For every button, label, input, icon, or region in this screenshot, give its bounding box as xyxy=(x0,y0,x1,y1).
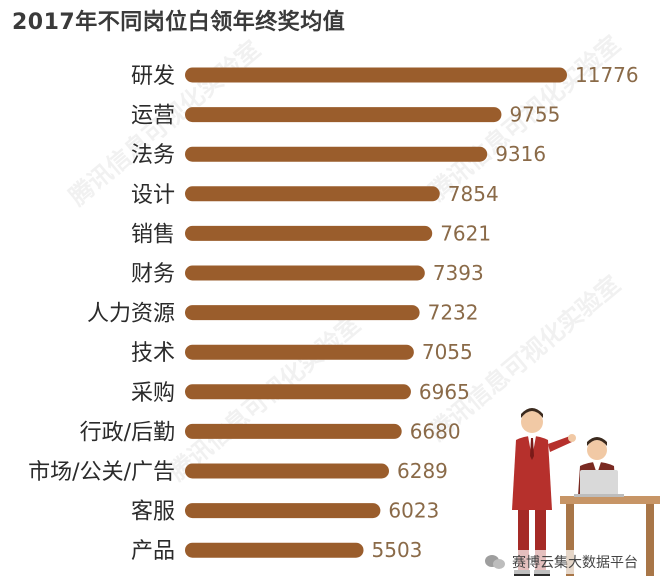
category-label: 产品 xyxy=(131,539,175,564)
footer-text: 赛博云集大数据平台 xyxy=(512,555,638,571)
category-label: 销售 xyxy=(131,222,175,247)
category-label: 技术 xyxy=(131,341,175,366)
value-label: 9755 xyxy=(509,103,560,127)
bar xyxy=(185,146,488,162)
value-label: 7232 xyxy=(428,301,479,325)
category-label: 设计 xyxy=(131,183,175,208)
category-label: 财务 xyxy=(131,262,175,287)
value-label: 9316 xyxy=(495,142,546,166)
category-label: 市场/公关/广告 xyxy=(28,460,175,485)
category-label: 采购 xyxy=(131,381,175,406)
bar xyxy=(185,542,364,558)
value-label: 11776 xyxy=(575,63,639,87)
bar xyxy=(185,463,390,479)
value-label: 6289 xyxy=(397,459,448,483)
value-label: 7621 xyxy=(440,221,491,245)
category-label: 行政/后勤 xyxy=(80,420,175,445)
value-label: 7055 xyxy=(422,340,473,364)
bar xyxy=(185,225,433,241)
category-label: 法务 xyxy=(131,143,175,168)
value-label: 6965 xyxy=(419,380,470,404)
bar xyxy=(185,344,414,360)
bar xyxy=(185,265,425,281)
value-label: 7393 xyxy=(433,261,484,285)
bar xyxy=(185,186,440,202)
bar xyxy=(185,423,402,439)
bar xyxy=(185,107,502,123)
category-label: 研发 xyxy=(131,64,175,89)
value-label: 6680 xyxy=(410,419,461,443)
value-label: 5503 xyxy=(372,538,423,562)
value-label: 6023 xyxy=(388,499,439,523)
bar xyxy=(185,305,420,321)
value-label: 7854 xyxy=(448,182,499,206)
office-workers-illustration xyxy=(512,408,660,576)
footer-source: 赛博云集大数据平台 xyxy=(480,550,642,574)
chart-title: 2017年不同岗位白领年终奖均值 xyxy=(12,10,346,35)
category-label: 客服 xyxy=(131,500,175,525)
bar xyxy=(185,503,381,519)
category-label: 运营 xyxy=(131,104,175,129)
wechat-icon xyxy=(485,555,505,569)
bar xyxy=(185,67,567,83)
category-label: 人力资源 xyxy=(87,302,175,327)
bar xyxy=(185,384,411,400)
